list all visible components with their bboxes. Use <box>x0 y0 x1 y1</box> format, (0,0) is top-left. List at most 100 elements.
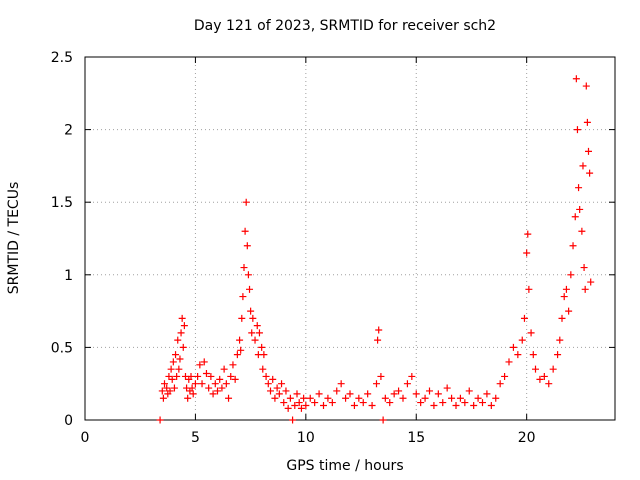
data-point-0-52 <box>239 293 247 301</box>
data-point-0-79 <box>284 404 292 412</box>
x-tick-label-1: 5 <box>191 430 200 446</box>
data-point-0-27 <box>188 384 196 392</box>
data-point-0-115 <box>412 390 420 398</box>
data-point-0-78 <box>282 387 290 395</box>
data-point-0-92 <box>324 394 332 402</box>
data-point-0-163 <box>576 205 584 213</box>
data-point-0-98 <box>350 401 358 409</box>
data-point-0-3 <box>161 380 168 388</box>
data-point-0-127 <box>465 387 473 395</box>
data-point-0-119 <box>430 401 438 409</box>
data-point-0-15 <box>175 365 183 373</box>
data-point-0-148 <box>540 372 548 380</box>
data-point-0-37 <box>209 390 217 398</box>
data-point-0-93 <box>328 399 336 407</box>
data-point-0-144 <box>527 329 535 337</box>
data-point-0-137 <box>509 343 517 351</box>
data-point-0-43 <box>222 380 230 388</box>
data-point-0-152 <box>556 336 564 344</box>
data-point-0-161 <box>573 126 581 134</box>
data-point-0-61 <box>249 314 257 322</box>
chart-title: Day 121 of 2023, SRMTID for receiver sch… <box>194 18 496 34</box>
data-point-0-42 <box>220 365 228 373</box>
data-point-0-77 <box>280 399 288 407</box>
data-point-0-123 <box>448 394 456 402</box>
data-point-0-18 <box>178 314 186 322</box>
data-point-0-157 <box>567 271 575 279</box>
data-point-0-140 <box>520 314 528 322</box>
data-point-0-36 <box>207 372 215 380</box>
data-point-0-50 <box>237 346 245 354</box>
data-point-0-135 <box>501 372 509 380</box>
data-point-0-17 <box>177 329 185 337</box>
data-point-0-88 <box>306 394 314 402</box>
data-marks <box>156 75 595 424</box>
data-point-0-55 <box>242 198 250 206</box>
x-tick-label-2: 10 <box>297 430 315 446</box>
axes: 0 5 10 15 20 0 0.5 1 1.5 2 2.5 <box>51 50 616 446</box>
data-point-0-1 <box>158 387 166 395</box>
data-point-0-142 <box>524 230 532 238</box>
data-point-0-28 <box>189 390 197 398</box>
y-tick-label-0: 0 <box>64 413 73 429</box>
data-point-0-68 <box>260 351 268 359</box>
data-point-0-172 <box>587 278 595 286</box>
data-point-0-105 <box>375 326 383 334</box>
data-point-0-165 <box>579 162 587 170</box>
y-tick-label-1: 0.5 <box>51 340 73 356</box>
data-point-0-31 <box>196 361 204 369</box>
data-point-0-155 <box>562 285 570 293</box>
data-point-0-33 <box>200 358 208 366</box>
data-point-0-96 <box>342 394 350 402</box>
x-axis-label: GPS time / hours <box>286 458 403 474</box>
data-point-0-74 <box>273 384 281 392</box>
data-point-0-40 <box>216 375 224 383</box>
data-point-0-169 <box>583 118 591 126</box>
data-point-0-38 <box>211 380 219 388</box>
data-point-0-76 <box>278 380 286 388</box>
data-point-0-164 <box>578 227 586 235</box>
data-point-0-97 <box>346 390 354 398</box>
data-point-0-81 <box>289 416 297 424</box>
data-point-0-87 <box>302 401 310 409</box>
data-point-0-39 <box>214 387 221 395</box>
data-point-0-90 <box>315 390 323 398</box>
data-point-0-62 <box>251 336 259 344</box>
data-point-0-83 <box>293 390 301 398</box>
data-point-0-170 <box>585 147 592 155</box>
data-point-0-141 <box>523 249 531 257</box>
data-point-0-116 <box>417 399 425 407</box>
data-point-0-154 <box>560 293 568 301</box>
data-point-0-16 <box>176 355 184 363</box>
data-point-0-9 <box>168 375 176 383</box>
data-point-0-86 <box>300 394 308 402</box>
data-point-0-128 <box>470 401 478 409</box>
data-point-0-153 <box>558 314 566 322</box>
data-point-0-131 <box>483 390 491 398</box>
data-point-0-32 <box>198 380 206 388</box>
data-point-0-75 <box>275 390 283 398</box>
data-point-0-85 <box>297 404 305 412</box>
data-point-0-162 <box>575 184 583 192</box>
data-point-0-117 <box>421 394 429 402</box>
data-point-0-80 <box>286 394 294 402</box>
data-point-0-41 <box>218 384 226 392</box>
data-point-0-34 <box>202 370 210 378</box>
data-point-0-65 <box>255 329 263 337</box>
data-point-0-12 <box>172 351 180 359</box>
data-point-0-46 <box>229 361 237 369</box>
data-point-0-158 <box>569 242 577 250</box>
data-point-0-35 <box>205 384 213 392</box>
data-point-0-10 <box>169 358 177 366</box>
data-point-0-108 <box>381 394 389 402</box>
data-point-0-109 <box>386 399 394 407</box>
data-point-0-67 <box>259 365 267 373</box>
data-point-0-147 <box>536 375 544 383</box>
data-point-0-60 <box>248 329 256 337</box>
data-point-0-51 <box>238 314 246 322</box>
data-point-0-102 <box>368 401 376 409</box>
data-point-0-48 <box>233 351 241 359</box>
data-point-0-91 <box>320 401 327 409</box>
